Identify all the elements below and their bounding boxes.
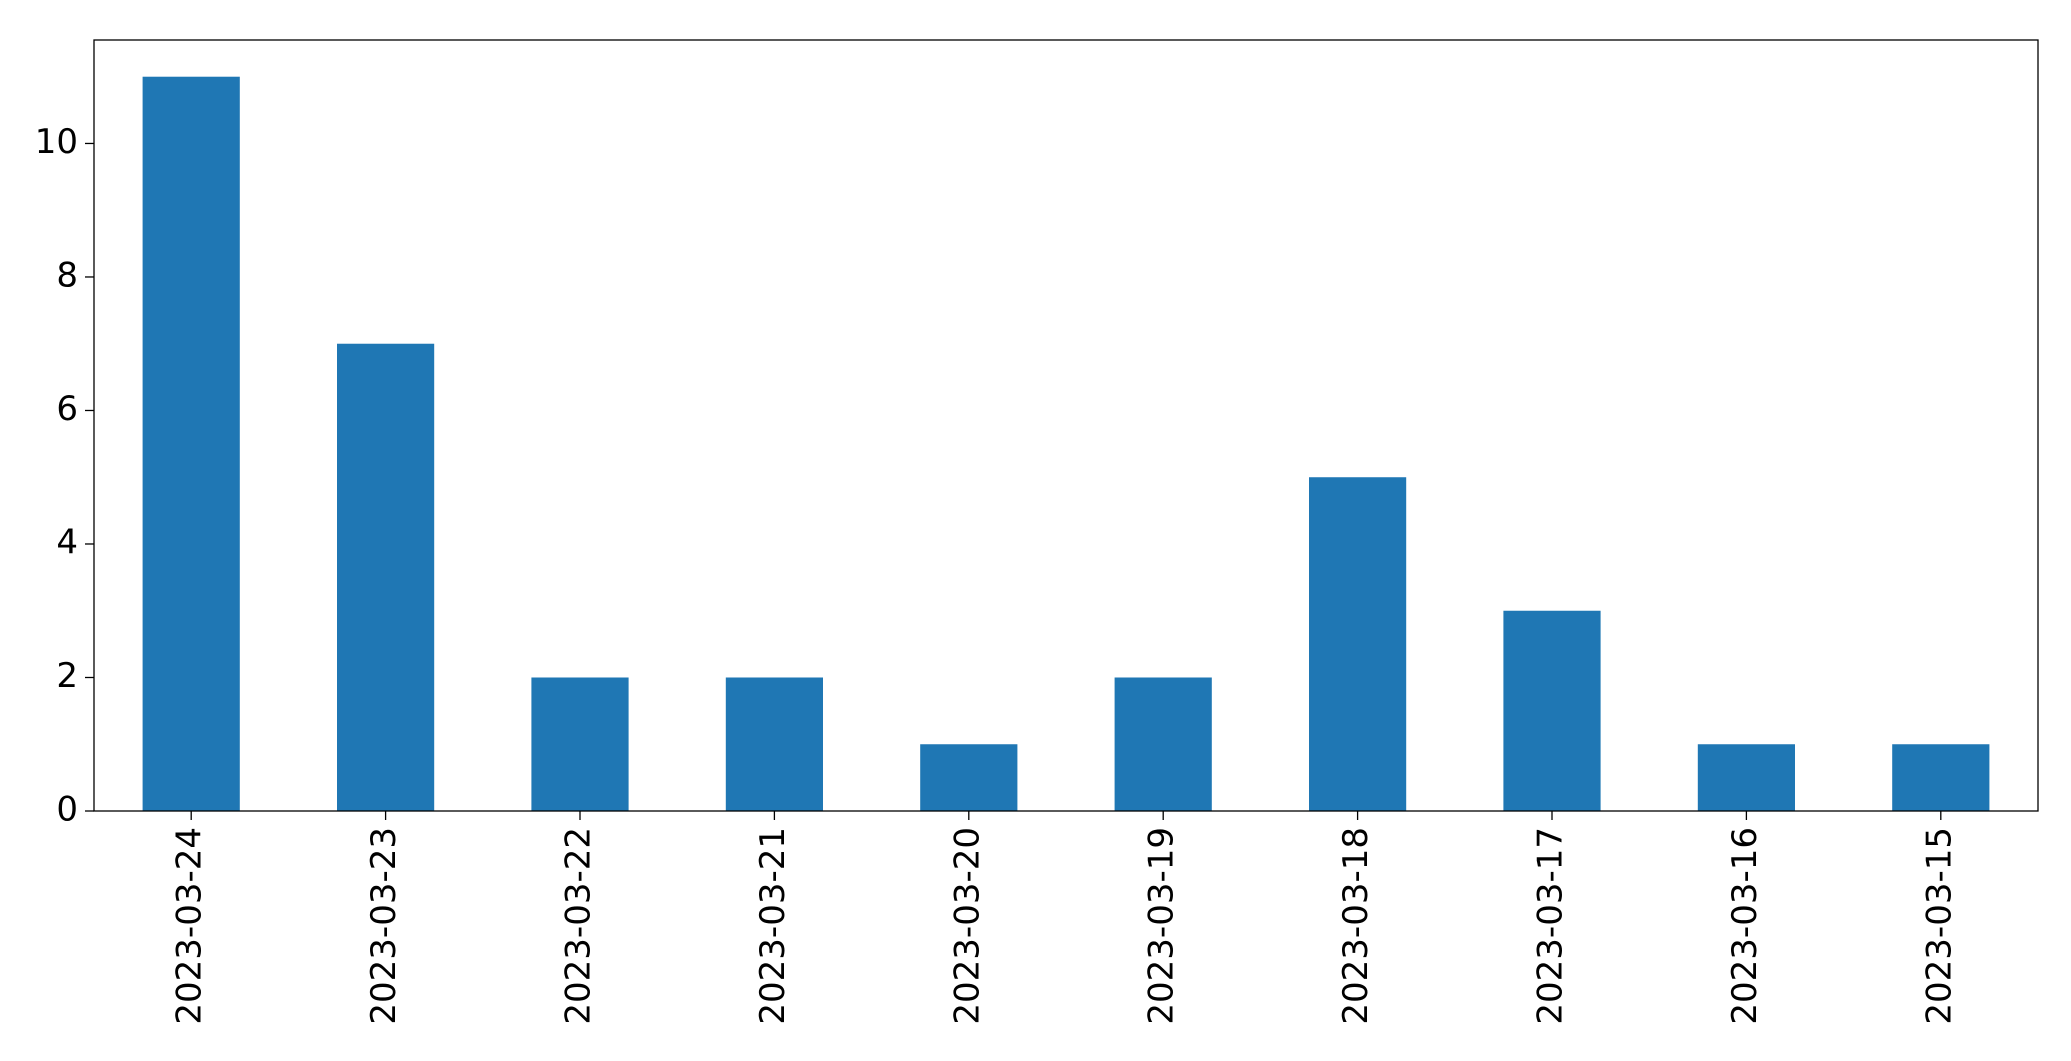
bar <box>725 677 823 811</box>
x-tick-label: 2023-03-20 <box>947 827 987 1025</box>
y-tick-label: 6 <box>56 389 78 429</box>
x-tick-label: 2023-03-19 <box>1142 827 1182 1025</box>
x-tick-label: 2023-03-15 <box>1919 827 1959 1025</box>
plot-frame <box>93 39 2039 812</box>
x-tick-label: 2023-03-18 <box>1336 827 1376 1025</box>
bar <box>1114 677 1212 811</box>
bar <box>531 677 629 811</box>
y-tick-label: 2 <box>56 656 78 696</box>
x-tick-label: 2023-03-21 <box>753 827 793 1025</box>
bar <box>337 343 435 811</box>
y-tick-label: 10 <box>35 122 78 162</box>
y-tick-label: 8 <box>56 255 78 295</box>
bar <box>1503 610 1601 811</box>
bar <box>142 76 240 811</box>
x-tick-label: 2023-03-24 <box>170 827 210 1025</box>
x-tick-label: 2023-03-17 <box>1531 827 1571 1025</box>
x-tick-label: 2023-03-23 <box>364 827 404 1025</box>
bar <box>1309 477 1407 811</box>
x-tick-label: 2023-03-16 <box>1725 827 1765 1025</box>
bar <box>920 744 1018 811</box>
y-tick-label: 4 <box>56 522 78 562</box>
bar <box>1697 744 1795 811</box>
bar <box>1892 744 1990 811</box>
y-tick-label: 0 <box>56 790 78 830</box>
x-tick-label: 2023-03-22 <box>559 827 599 1025</box>
